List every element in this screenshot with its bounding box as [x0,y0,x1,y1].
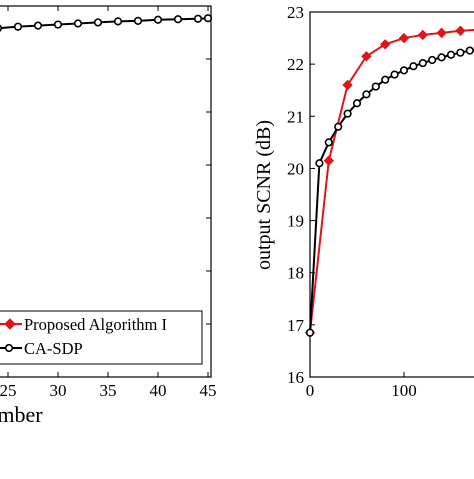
right-series-diamond-marker [379,39,391,50]
right-series-diamond-marker [342,79,353,91]
legend-black-circle-marker [4,343,14,353]
left-series-marker [0,24,3,32]
left-x-axis-label: mber [0,402,43,427]
right-series-circle-marker [334,122,343,131]
right-series-circle-marker [399,66,409,75]
right-chart-panel: 16 17 18 19 20 21 22 23 0 100 output SCNR (dB) [253,3,474,400]
left-x-tick-label: 40 [150,381,167,400]
right-series-diamond-marker [436,27,447,39]
left-x-tick-label: 35 [100,381,117,400]
left-series-marker [53,20,63,29]
right-series-circle-marker [324,138,333,147]
left-x-tick-label: 30 [50,381,67,400]
right-y-tick-label: 17 [287,316,305,335]
right-series-circle-marker [305,328,315,337]
right-y-tick-label: 23 [287,3,304,22]
left-x-tick-label: 45 [200,381,217,400]
right-series-circle-marker [362,90,371,99]
legend-entry-proposed: Proposed Algorithm I [24,315,167,334]
right-y-axis-label: output SCNR (dB) [253,120,275,270]
left-series-marker [13,22,23,31]
right-series-circle-marker [437,53,446,62]
right-y-tick-label: 21 [287,107,304,126]
right-series-circle-marker [352,99,362,108]
right-series-circle-marker [456,48,465,57]
right-y-tick-label: 18 [287,264,304,283]
right-y-tick-label: 22 [287,55,304,74]
left-series-marker [173,15,183,24]
right-series-circle-marker [465,46,474,55]
right-series-circle-marker [418,58,427,68]
left-series-marker [93,18,103,27]
left-series-marker [193,14,203,23]
legend-box [0,310,203,365]
right-series-circle-marker [390,70,399,79]
right-series-diamond-marker [323,155,335,166]
left-series-marker [133,16,143,25]
right-series-circle-marker [343,109,352,118]
right-series-circle-marker [428,55,437,65]
right-series-diamond-marker [398,32,410,44]
right-series-circle-marker [315,159,324,168]
right-series-circle-marker [381,75,390,84]
right-y-tick-label: 16 [287,368,304,387]
right-x-tick-label: 100 [391,381,417,400]
right-plot-frame [309,11,474,378]
left-x-tick-label: 25 [0,381,17,400]
right-series-diamond-marker [417,29,429,41]
left-series-marker [203,14,213,23]
right-x-tick-label: 0 [306,381,315,400]
legend-red-diamond-marker [4,318,16,330]
left-series-marker [73,19,83,28]
right-series-diamond-marker [361,51,372,62]
left-plot-frame [0,5,212,378]
left-chart-panel: 25 30 35 40 45 mber Proposed Algorithm I CA-SDP [0,5,217,427]
right-series-diamond-marker [455,25,466,36]
left-series-marker [153,15,163,24]
left-series-marker [33,21,43,30]
left-legend: Proposed Algorithm I CA-SDP [0,310,203,365]
right-y-tick-label: 20 [287,159,304,178]
right-series-circle-marker [409,62,418,71]
legend-entry-ca-sdp: CA-SDP [24,339,83,358]
right-series-line-1 [309,48,474,333]
right-series-circle-marker [371,82,380,91]
right-y-tick-label: 19 [287,212,304,231]
left-series-marker [113,17,123,26]
right-series-circle-marker [446,50,456,59]
